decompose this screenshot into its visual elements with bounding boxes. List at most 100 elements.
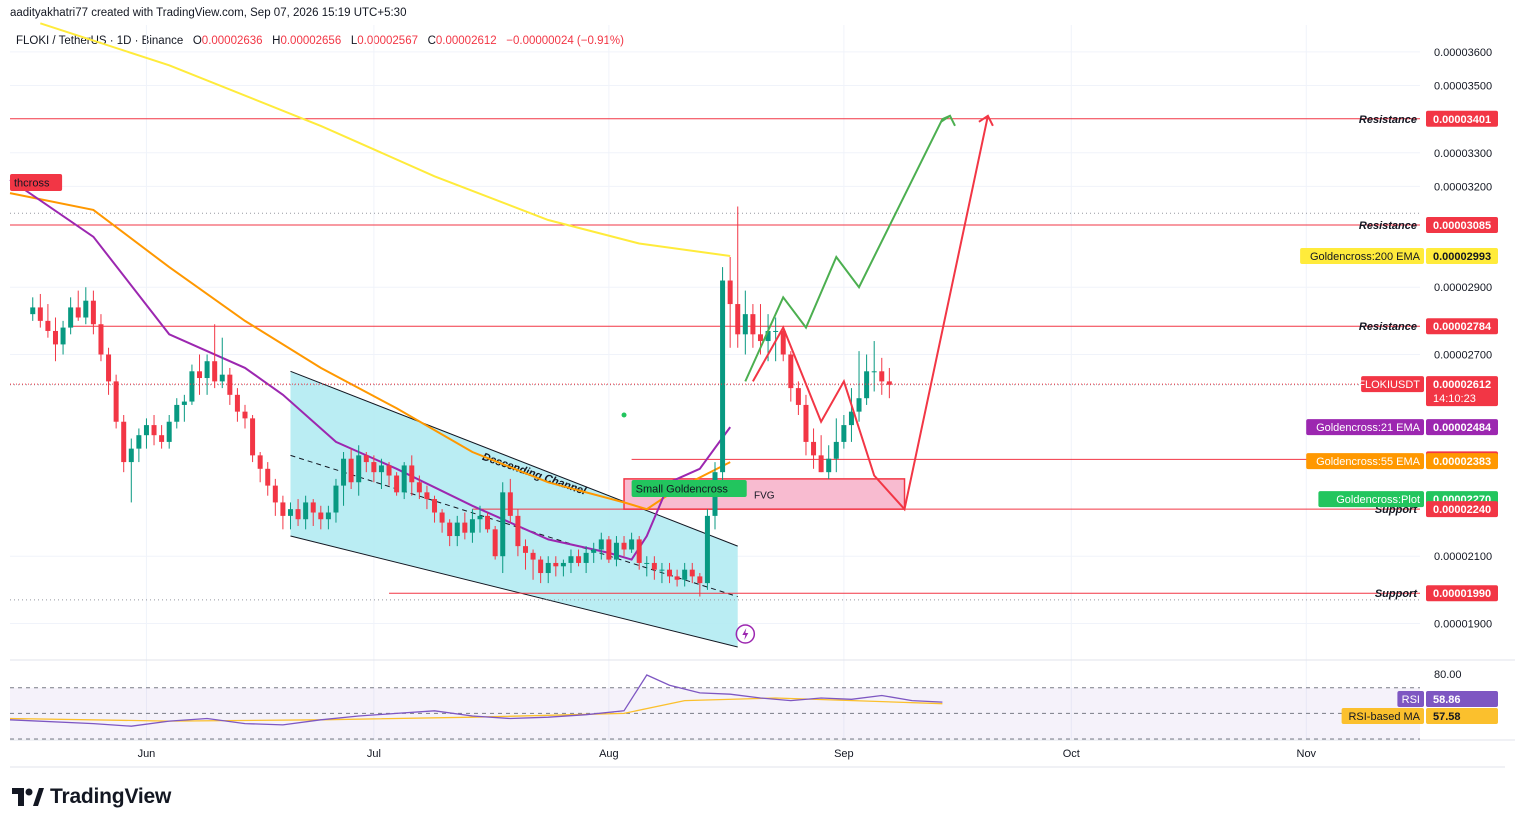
rsi-line [9,674,943,727]
candle [83,287,89,325]
fvg-label: FVG [754,491,775,502]
rsi-tag-value-bg [1426,691,1498,707]
candle-body [462,522,468,533]
candle [879,357,885,395]
rsi-ma-tag-value: 57.58 [1433,711,1461,723]
axis-tag-name-bg [1361,376,1424,393]
candle-body [780,330,786,355]
axis-tag-countdown: 14:10:23 [1433,393,1476,405]
price-axis: RSI 58.86 RSI-based MA 57.58 0.00003600 0.000… [1300,47,1498,724]
candle-body [60,327,66,345]
candle-body [325,512,331,520]
axis-tag-bg [1426,376,1498,407]
candle-body [121,421,127,463]
candle-body [409,465,415,483]
candle [143,418,149,449]
projection-paths [744,114,994,512]
candle-body [371,462,377,473]
candle [485,512,491,533]
open-label: O [192,35,202,47]
candle-body [515,515,521,547]
axis-tag-value: 0.00002612 [1433,379,1491,391]
candle-body [477,515,483,520]
candle-body [447,522,453,537]
axis-tag-value: 0.00003085 [1433,220,1491,232]
axis-tag-name: FLOKIUSDT [1358,379,1420,391]
red-projection-path-arrowhead [978,114,994,127]
level-label: Support [1375,588,1418,600]
axis-tag-bg [1426,501,1498,518]
candle-body [106,354,112,382]
candle-body [841,425,847,442]
candle [60,320,66,355]
candle [151,415,157,446]
candle [492,525,498,560]
close-label: C [427,35,436,47]
candle [659,562,665,584]
candle-body [674,576,680,580]
candle-body [864,371,870,399]
signal-dot [621,412,627,418]
axis-tag-value: 0.00002240 [1433,504,1491,516]
candle [644,556,650,577]
candle-body [704,515,710,584]
candle-body [795,388,801,405]
candle-body [212,361,218,382]
candle-body [742,314,748,335]
axis-tag-name-bg [1306,453,1424,470]
candle-body [697,576,703,584]
tradingview-logo[interactable]: TradingView [12,785,171,809]
candle [257,451,263,483]
candle-body [576,556,582,563]
candle-body [416,482,422,493]
annotation-tag-text: Small Goldencross [636,483,729,495]
candle [318,505,324,530]
ema-lines [9,22,732,561]
candle-body [143,425,149,436]
candle-body [568,556,574,563]
candle [439,509,445,533]
candles [10,206,1420,597]
candle-body [197,371,203,379]
candle [98,314,104,362]
candle-body [613,542,619,560]
candle [856,351,862,422]
candle-body [591,549,597,553]
candle [818,435,824,473]
candle-body [356,455,362,483]
candle-body [530,552,536,560]
annotation-tag-bg [631,479,747,497]
annotations: thcross Small Goldencross [10,174,756,644]
price-tick: 0.00003200 [1434,181,1492,193]
candle-body [553,562,559,567]
chart-attribution: aadityakhatri77 created with TradingView… [10,7,407,19]
candle [720,267,726,489]
candle-body [242,411,248,419]
ema-55-line [9,192,731,511]
candle-body [341,458,347,486]
axis-tag-bg [1426,585,1498,602]
candle-body [234,394,240,412]
candle-body [128,448,134,463]
candle-body [871,371,877,373]
candle-body [682,569,688,580]
time-tick: Nov [1297,748,1317,760]
green-projection-path-arrowhead [940,114,956,127]
level-label: Support [1375,504,1418,516]
tradingview-logo-icon [12,788,44,806]
candle [560,559,566,577]
candle [530,549,536,580]
symbol-name[interactable]: FLOKI / TetherUS · 1D · Binance [16,35,184,47]
high-label: H [272,35,281,47]
candle [128,438,134,503]
candle [697,573,703,597]
candle [583,546,589,574]
candle-body [219,374,225,382]
candle [507,478,513,523]
candle [848,388,854,442]
candle [159,425,165,449]
candle-body [424,492,430,500]
candle [742,290,748,355]
candle [538,556,544,584]
